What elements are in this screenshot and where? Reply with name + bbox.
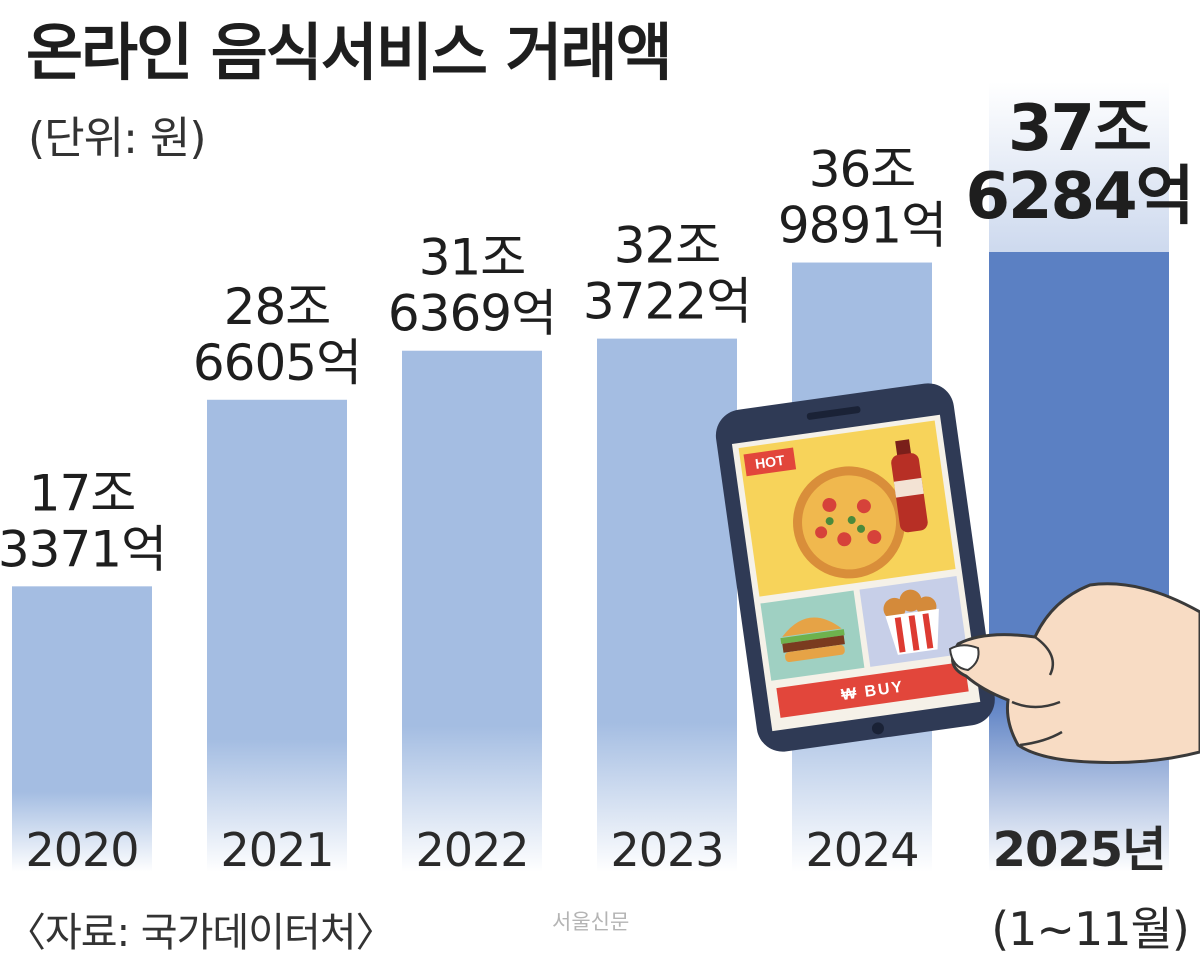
- bar: [989, 252, 1169, 872]
- value-label-line2: 6284억: [965, 160, 1192, 234]
- category-label: 2020: [25, 823, 138, 877]
- value-label-line2: 9891억: [778, 197, 946, 255]
- burger-icon: [780, 617, 845, 663]
- pizza-icon: [793, 466, 906, 579]
- pointing-hand-icon: [948, 582, 1200, 765]
- value-label-line1: 17조: [29, 464, 136, 522]
- bar-highlight-glow: [989, 82, 1169, 252]
- smartphone-illustration: HOT: [715, 383, 995, 752]
- watermark-logo: 서울신문: [552, 910, 630, 934]
- value-label-line1: 28조: [224, 278, 331, 336]
- value-label-line1: 36조: [809, 141, 916, 199]
- category-label: 2023: [610, 823, 723, 877]
- fried-chicken-icon: [883, 589, 939, 655]
- cola-bottle-icon: [891, 439, 928, 533]
- chart-title: 온라인 음식서비스 거래액: [26, 16, 673, 89]
- value-label-line1: 31조: [419, 229, 526, 287]
- unit-label: (단위: 원): [28, 113, 207, 164]
- value-label-line2: 3722억: [583, 273, 751, 331]
- bar: [597, 338, 737, 872]
- value-label-line1: 32조: [614, 217, 721, 275]
- category-label: 2021: [220, 823, 333, 877]
- value-label-line2: 3371억: [0, 520, 166, 578]
- category-label: 2022: [415, 823, 528, 877]
- bar: [12, 586, 152, 872]
- period-note: (1~11월): [991, 902, 1190, 956]
- source-note: 〈자료: 국가데이터처〉: [6, 910, 396, 956]
- value-label-line2: 6369억: [388, 285, 556, 343]
- bar: [402, 350, 542, 872]
- hot-badge: HOT: [754, 452, 786, 472]
- category-label: 2024: [805, 823, 918, 877]
- category-label: 2025년: [993, 822, 1166, 878]
- bar: [207, 399, 347, 872]
- value-label-line1: 37조: [1008, 92, 1150, 166]
- value-label-line2: 6605억: [193, 334, 361, 392]
